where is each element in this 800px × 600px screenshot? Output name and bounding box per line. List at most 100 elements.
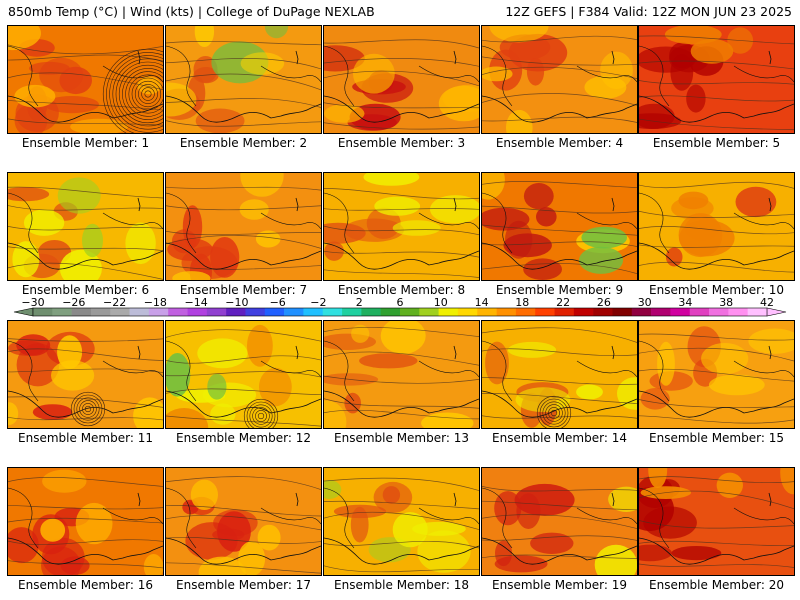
ensemble-member-label: Ensemble Member: 14 [492,431,627,445]
valid-time: 12Z GEFS | F384 Valid: 12Z MON JUN 23 20… [505,4,792,19]
colorbar-swatch [380,308,401,316]
colorbar-tick-label: 2 [356,296,363,309]
ensemble-map-panel [481,172,638,281]
colorbar-swatch [400,308,420,316]
ensemble-member-label: Ensemble Member: 1 [21,136,150,150]
colorbar-swatch [110,308,130,316]
ensemble-map-panel [165,320,322,429]
ensemble-map-panel [638,172,795,281]
colorbar-swatch [689,308,710,316]
colorbar-swatch [129,308,150,316]
ensemble-map-panel [323,172,480,281]
colorbar-tick-label: −10 [225,296,248,309]
ensemble-map-panel [481,467,638,576]
colorbar-swatch [670,308,691,316]
colorbar-tick-label: 14 [475,296,489,309]
ensemble-map-panel [165,172,322,281]
ensemble-map-panel [323,320,480,429]
ensemble-member-label: Ensemble Member: 13 [334,431,469,445]
colorbar-swatch [33,308,53,316]
colorbar-swatch [226,308,246,316]
colorbar-swatch [245,308,266,316]
ensemble-map-panel [481,25,638,134]
colorbar-swatch [52,308,72,316]
ensemble-member-label: Ensemble Member: 16 [18,578,153,592]
colorbar-tick-label: 18 [515,296,529,309]
ensemble-map-panel [638,25,795,134]
colorbar-tick-label: 6 [397,296,404,309]
colorbar-swatch [419,308,439,316]
colorbar-tick-label: 38 [719,296,733,309]
ensemble-member-label: Ensemble Member: 6 [21,283,150,297]
colorbar-tick-label: −18 [144,296,167,309]
ensemble-map-panel [7,320,164,429]
colorbar-swatch [206,308,227,316]
colorbar-swatch [515,308,536,316]
ensemble-member-label: Ensemble Member: 4 [495,136,624,150]
ensemble-member-label: Ensemble Member: 20 [649,578,784,592]
colorbar-swatch [709,308,729,316]
colorbar-min-arrow [13,307,34,317]
ensemble-member-label: Ensemble Member: 8 [337,283,466,297]
colorbar-tick-label: −22 [103,296,126,309]
colorbar-swatch [187,308,208,316]
ensemble-map-panel [165,25,322,134]
ensemble-map-panel [481,320,638,429]
ensemble-map-panel [165,467,322,576]
colorbar-swatch [496,308,517,316]
colorbar-swatch [148,308,169,316]
colorbar-tick-label: −6 [270,296,286,309]
ensemble-member-label: Ensemble Member: 9 [495,283,624,297]
colorbar-swatch [593,308,613,316]
colorbar-swatch [90,308,111,316]
colorbar-tick-label: 34 [678,296,692,309]
colorbar-swatch [747,308,768,316]
ensemble-member-label: Ensemble Member: 17 [176,578,311,592]
ensemble-member-label: Ensemble Member: 2 [179,136,308,150]
colorbar-swatch [728,308,748,316]
ensemble-member-label: Ensemble Member: 15 [649,431,784,445]
colorbar-swatch [168,308,188,316]
ensemble-map-panel [323,25,480,134]
colorbar-swatch [535,308,555,316]
colorbar-swatch [342,308,362,316]
colorbar-tick-label: −2 [310,296,326,309]
map-title: 850mb Temp (°C) | Wind (kts) | College o… [8,4,375,19]
colorbar-tick-label: 42 [760,296,774,309]
ensemble-member-label: Ensemble Member: 3 [337,136,466,150]
colorbar-tick-label: 30 [638,296,652,309]
colorbar-swatch [612,308,633,316]
ensemble-member-label: Ensemble Member: 7 [179,283,308,297]
colorbar-swatch [303,308,324,316]
colorbar-tick-label: −26 [62,296,85,309]
colorbar-tick-label: −30 [21,296,44,309]
temperature-colorbar: −30 −26 −22 −18 −14 −10 −6 −2 2 6 10 14 18 22 26 30 34 38… [0,296,800,320]
colorbar-tick-label: 22 [556,296,570,309]
ensemble-map-panel [7,172,164,281]
colorbar-tick-label: 10 [434,296,448,309]
ensemble-map-panel [638,467,795,576]
colorbar-swatch [264,308,285,316]
ensemble-member-label: Ensemble Member: 19 [492,578,627,592]
colorbar-swatch [631,308,652,316]
low-pressure-contours [536,395,572,428]
colorbar-swatch [554,308,575,316]
ensemble-map-panel [323,467,480,576]
colorbar-max-arrow [766,307,787,317]
ensemble-member-label: Ensemble Member: 10 [649,283,784,297]
ensemble-member-label: Ensemble Member: 12 [176,431,311,445]
colorbar-swatch [573,308,594,316]
low-pressure-contours [70,391,106,427]
colorbar-swatch [651,308,671,316]
colorbar-swatch [284,308,304,316]
ensemble-member-label: Ensemble Member: 11 [18,431,153,445]
ensemble-map-panel [7,467,164,576]
ensemble-map-panel [7,25,164,134]
colorbar-swatch [361,308,381,316]
colorbar-tick-label: −14 [184,296,207,309]
ensemble-map-panel [638,320,795,429]
colorbar-swatch [477,308,497,316]
colorbar-tick-label: 26 [597,296,611,309]
ensemble-member-label: Ensemble Member: 5 [652,136,781,150]
colorbar-swatch [71,308,92,316]
